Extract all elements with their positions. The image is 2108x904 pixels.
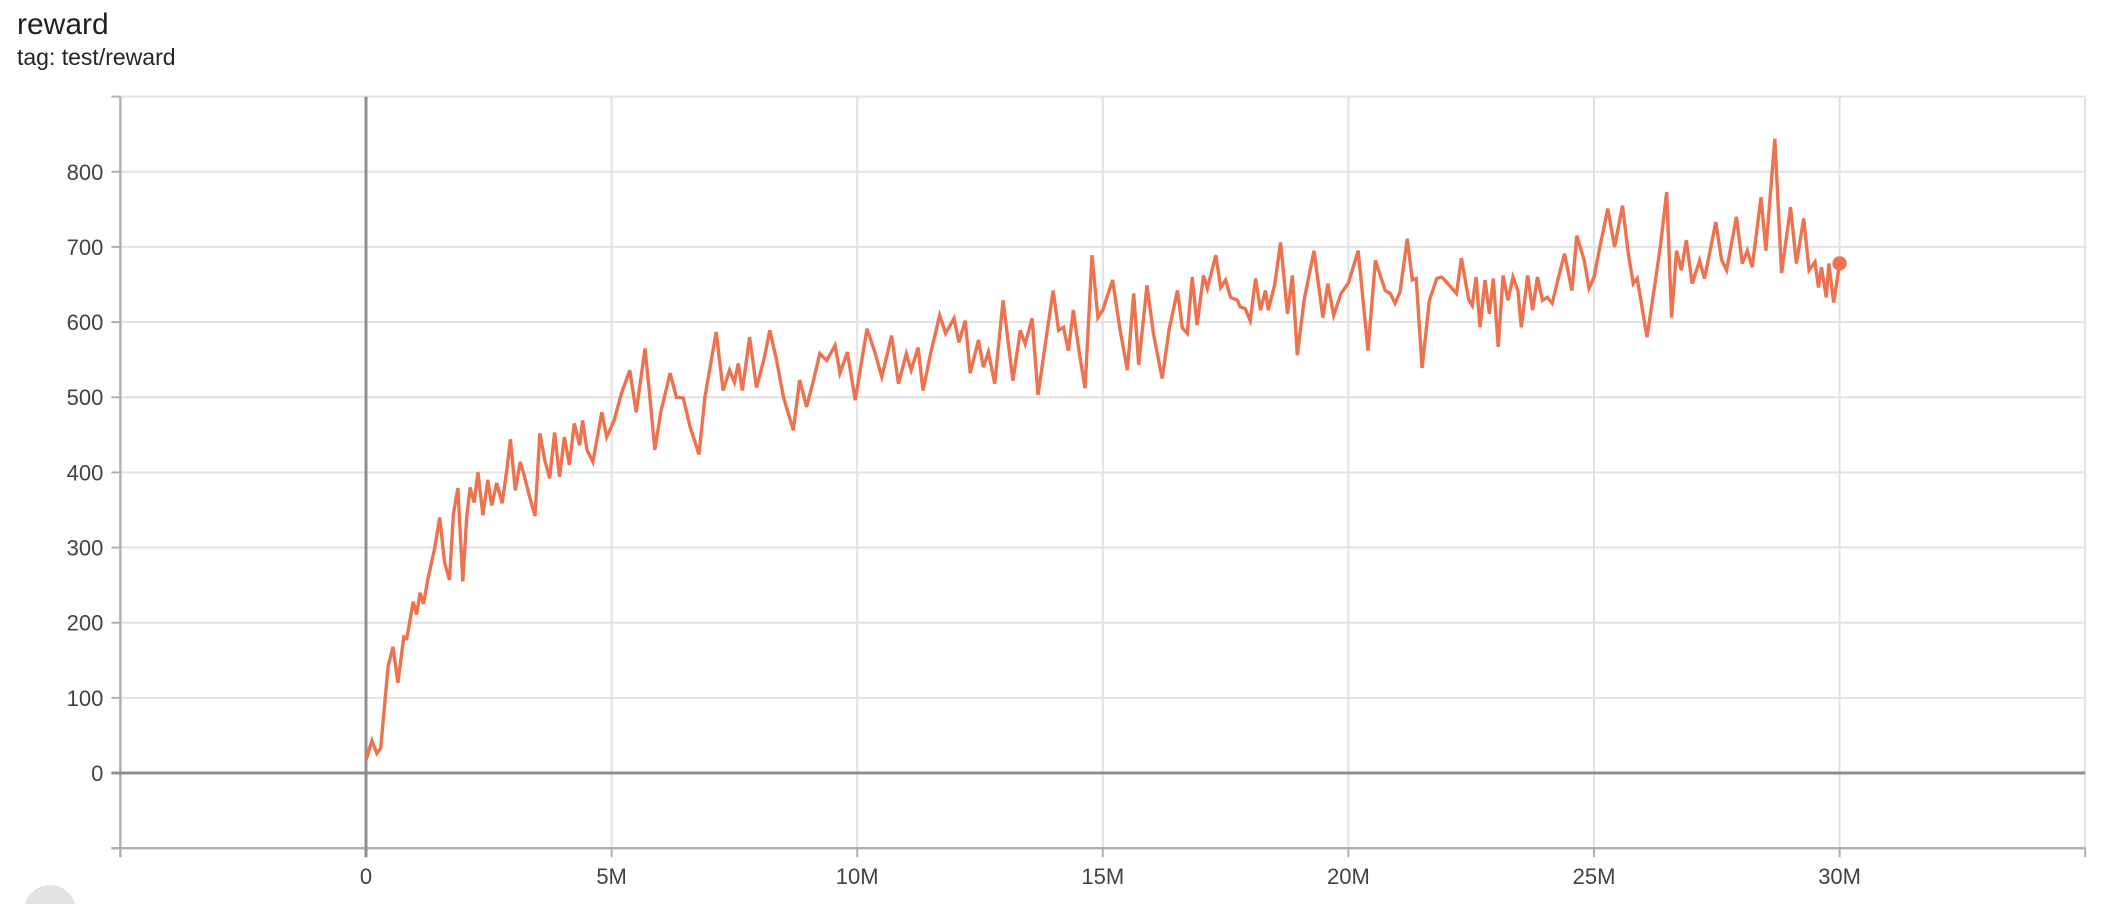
x-tick-label: 15M	[1081, 864, 1124, 889]
y-tick-label: 700	[67, 235, 104, 260]
end-marker-dot[interactable]	[1832, 256, 1847, 271]
floating-button-partial[interactable]	[24, 885, 76, 904]
chart-tag: tag: test/reward	[17, 44, 176, 70]
y-tick-label: 100	[67, 686, 104, 711]
y-tick-label: 500	[67, 385, 104, 410]
chart-title: reward	[17, 8, 109, 41]
x-tick-label: 30M	[1818, 864, 1861, 889]
y-tick-label: 800	[67, 160, 104, 185]
x-tick-label: 0	[360, 864, 372, 889]
x-tick-label: 25M	[1573, 864, 1616, 889]
y-tick-label: 600	[67, 310, 104, 335]
x-tick-label: 20M	[1327, 864, 1370, 889]
y-tick-label: 400	[67, 460, 104, 485]
x-tick-label: 10M	[836, 864, 879, 889]
series-line-test-reward[interactable]	[364, 138, 1842, 761]
x-tick-label: 5M	[596, 864, 627, 889]
y-tick-label: 200	[67, 611, 104, 636]
y-tick-label: 0	[91, 761, 103, 786]
y-tick-label: 300	[67, 536, 104, 561]
